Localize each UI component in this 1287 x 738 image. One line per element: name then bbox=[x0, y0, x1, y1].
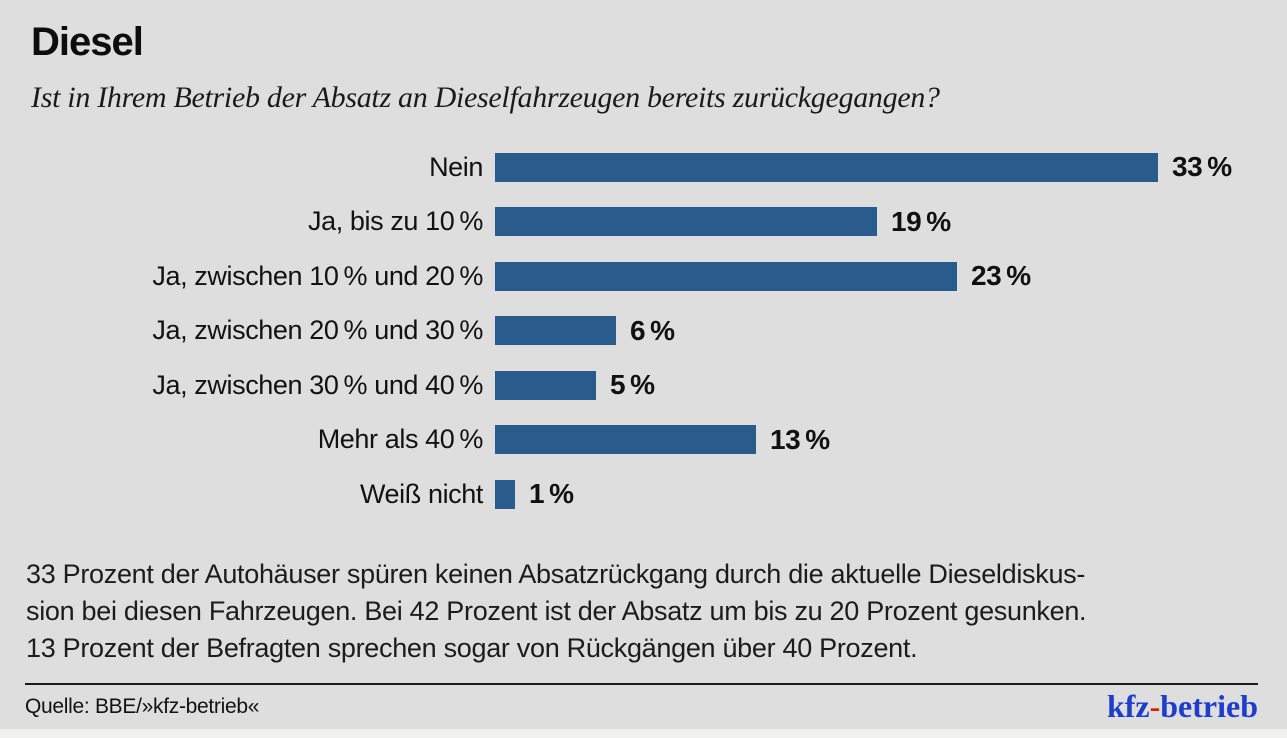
bar bbox=[495, 370, 596, 400]
bar-value: 13 % bbox=[770, 423, 830, 455]
chart-subtitle: Ist in Ihrem Betrieb der Absatz an Diese… bbox=[31, 81, 940, 114]
bar-value: 6 % bbox=[630, 314, 675, 346]
bar-value: 23 % bbox=[971, 260, 1031, 292]
logo-part-betrieb: betrieb bbox=[1160, 688, 1258, 724]
bar-label: Nein bbox=[429, 151, 483, 182]
logo-part-kfz: kfz bbox=[1106, 688, 1150, 724]
bar-label: Ja, zwischen 10 % und 20 % bbox=[152, 260, 483, 291]
chart-row: Mehr als 40 % 13 % bbox=[26, 413, 1258, 468]
chart-row: Ja, zwischen 10 % und 20 % 23 % bbox=[26, 249, 1258, 304]
description-text: 33 Prozent der Autohäuser spüren keinen … bbox=[26, 556, 1258, 667]
description-line: 33 Prozent der Autohäuser spüren keinen … bbox=[26, 558, 1086, 589]
chart-row: Nein 33 % bbox=[26, 140, 1258, 195]
publisher-logo: kfz-betrieb bbox=[1107, 690, 1258, 722]
logo-hyphen: - bbox=[1149, 688, 1161, 724]
footer-divider bbox=[25, 683, 1258, 685]
bar bbox=[495, 316, 616, 346]
bar-value: 19 % bbox=[891, 205, 951, 237]
bar bbox=[495, 425, 756, 455]
description-line: sion bei diesen Fahrzeugen. Bei 42 Proze… bbox=[26, 595, 1087, 626]
bar-value: 1 % bbox=[529, 478, 574, 510]
bar-label: Ja, bis zu 10 % bbox=[308, 206, 483, 237]
bar-value: 5 % bbox=[610, 369, 655, 401]
bottom-strip bbox=[0, 729, 1287, 738]
description-line: 13 Prozent der Befragten sprechen sogar … bbox=[26, 632, 918, 663]
chart-row: Ja, zwischen 20 % und 30 % 6 % bbox=[26, 304, 1258, 359]
bar bbox=[495, 261, 957, 291]
footer: Quelle: BBE/»kfz-betrieb« kfz-betrieb bbox=[25, 690, 1258, 722]
bar bbox=[495, 479, 515, 509]
source-text: Quelle: BBE/»kfz-betrieb« bbox=[25, 695, 260, 718]
bar-label: Ja, zwischen 30 % und 40 % bbox=[152, 369, 483, 400]
bar-label: Ja, zwischen 20 % und 30 % bbox=[152, 315, 483, 346]
bar-label: Weiß nicht bbox=[359, 478, 483, 509]
page-title: Diesel bbox=[31, 20, 144, 64]
infographic: Diesel Ist in Ihrem Betrieb der Absatz a… bbox=[26, 20, 1258, 667]
bar bbox=[495, 152, 1158, 182]
bar-chart: Nein 33 % Ja, bis zu 10 % 19 % Ja, zwisc… bbox=[26, 140, 1258, 522]
chart-row: Ja, zwischen 30 % und 40 % 5 % bbox=[26, 358, 1258, 413]
bar bbox=[495, 207, 877, 237]
bar-value: 33 % bbox=[1172, 151, 1232, 183]
chart-row: Ja, bis zu 10 % 19 % bbox=[26, 195, 1258, 250]
chart-row: Weiß nicht 1 % bbox=[26, 467, 1258, 522]
bar-label: Mehr als 40 % bbox=[317, 424, 484, 455]
